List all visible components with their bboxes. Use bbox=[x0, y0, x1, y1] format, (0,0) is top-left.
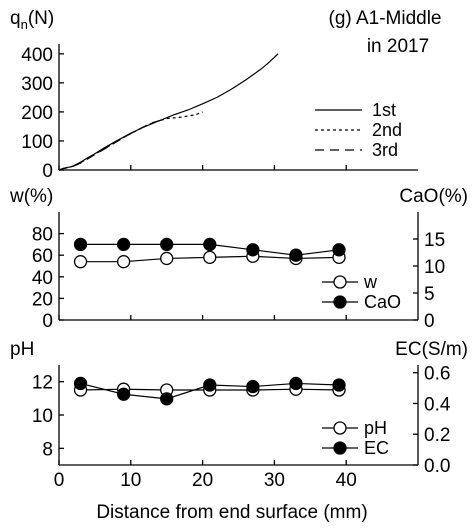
panel2-y-tick-label: 20 bbox=[32, 289, 53, 310]
panel2-ylabel-right: CaO(%) bbox=[399, 186, 468, 207]
panel3-right-tick-label: 0.6 bbox=[424, 364, 450, 385]
panel-ph-ec: pH EC(S/m) 0 10 20 30 40 8 10 12 0.0 0.2 0.4 0.6 pH… bbox=[10, 339, 468, 523]
panel1-ylabel: qn(N) bbox=[10, 8, 54, 32]
panel3-EC-point bbox=[73, 376, 88, 391]
panel2-right-tick-label: 10 bbox=[424, 257, 445, 278]
panel1-series-2nd bbox=[58, 111, 203, 171]
panel2-right-tick-label: 0 bbox=[424, 311, 435, 332]
panel2-y-tick-label: 60 bbox=[32, 246, 53, 267]
panel2-CaO-point bbox=[116, 237, 131, 252]
panel3-EC-point bbox=[332, 378, 346, 392]
panel1-ylabel-sub: n bbox=[21, 17, 28, 32]
panel2-CaO-point bbox=[160, 237, 174, 252]
panel1-series bbox=[58, 53, 279, 171]
panel3-y-tick-label: 12 bbox=[32, 373, 53, 394]
panel1-y-tick-label: 300 bbox=[21, 74, 53, 95]
panel2-CaO-point bbox=[246, 243, 260, 257]
panel3-legend-marker-EC bbox=[333, 441, 347, 455]
panel2-w-point bbox=[116, 255, 131, 269]
panel1-y-tick-label: 400 bbox=[21, 45, 53, 66]
panel3-ylabel-right: EC(S/m) bbox=[395, 339, 468, 360]
panel2-right-tick-label: 5 bbox=[424, 284, 435, 305]
x-axis-label: Distance from end surface (mm) bbox=[96, 502, 367, 523]
panel3-EC-point bbox=[116, 387, 131, 401]
panel3-legend-label-EC: EC bbox=[364, 438, 389, 458]
panel-load: qn(N) (g) A1-Middle in 2017 0 100 200 300 40… bbox=[10, 8, 442, 182]
panel3-axes: 0 10 20 30 40 8 10 12 0.0 0.2 0.4 0.6 bbox=[32, 364, 451, 491]
panel2-legend-marker-w bbox=[333, 275, 347, 289]
panel1-series-1st bbox=[58, 53, 279, 171]
panel1-y-tick-label: 0 bbox=[42, 161, 53, 182]
panel3-EC-point bbox=[160, 392, 174, 406]
panel2-CaO-point bbox=[203, 237, 217, 252]
panel2-CaO-point bbox=[73, 237, 88, 252]
panel2-right-tick-label: 15 bbox=[424, 230, 445, 251]
x-tick-label: 30 bbox=[264, 470, 285, 491]
panel2-series bbox=[73, 237, 346, 269]
panel1-y-tick-label: 100 bbox=[21, 132, 53, 153]
x-tick-label: 0 bbox=[54, 470, 65, 491]
panel1-title: (g) A1-Middle bbox=[329, 8, 442, 29]
panel2-w-point bbox=[203, 250, 217, 265]
panel1-axes: 0 100 200 300 400 bbox=[21, 44, 418, 182]
x-tick-label: 40 bbox=[336, 470, 357, 491]
panel1-legend-label-2nd: 2nd bbox=[372, 120, 402, 140]
panel2-y-tick-label: 40 bbox=[32, 268, 53, 289]
panel3-EC-point bbox=[289, 376, 303, 391]
x-tick-label: 10 bbox=[120, 470, 141, 491]
panel3-right-tick-label: 0.2 bbox=[424, 425, 450, 446]
panel3-y-tick-label: 8 bbox=[42, 439, 53, 460]
panel1-subtitle: in 2017 bbox=[367, 36, 429, 57]
panel3-legend-label-pH: pH bbox=[364, 418, 387, 438]
panel2-legend-marker-CaO bbox=[333, 295, 347, 309]
panel2-w-point bbox=[160, 251, 174, 266]
panel3-ylabel-left: pH bbox=[10, 339, 34, 360]
x-tick-label: 20 bbox=[192, 470, 213, 491]
panel2-ylabel-left: w(%) bbox=[9, 186, 53, 207]
panel3-right-tick-label: 0.4 bbox=[424, 394, 451, 415]
panel2-CaO-point bbox=[332, 243, 346, 257]
panel2-w-point bbox=[73, 255, 88, 269]
panel3-right-tick-label: 0.0 bbox=[424, 456, 450, 477]
panel3-y-tick-label: 10 bbox=[32, 406, 53, 427]
panel3-legend-marker-pH bbox=[333, 421, 347, 435]
panel3-EC-point bbox=[203, 378, 217, 392]
panel1-legend-label-3rd: 3rd bbox=[372, 140, 398, 160]
panel2-y-tick-label: 80 bbox=[32, 225, 53, 246]
panel1-legend-label-1st: 1st bbox=[372, 100, 396, 120]
panel2-legend-label-CaO: CaO bbox=[364, 292, 401, 312]
panel3-series bbox=[73, 376, 346, 406]
panel2-legend-label-w: w bbox=[363, 272, 378, 292]
panel2-CaO-point bbox=[289, 248, 303, 262]
panel1-series-3rd bbox=[58, 118, 167, 171]
panel1-ylabel-base: q bbox=[10, 8, 21, 29]
panel3-EC-point bbox=[246, 379, 260, 394]
panel1-y-tick-label: 200 bbox=[21, 103, 53, 124]
panel2-y-tick-label: 0 bbox=[42, 311, 53, 332]
panel1-ylabel-unit: (N) bbox=[28, 8, 54, 29]
